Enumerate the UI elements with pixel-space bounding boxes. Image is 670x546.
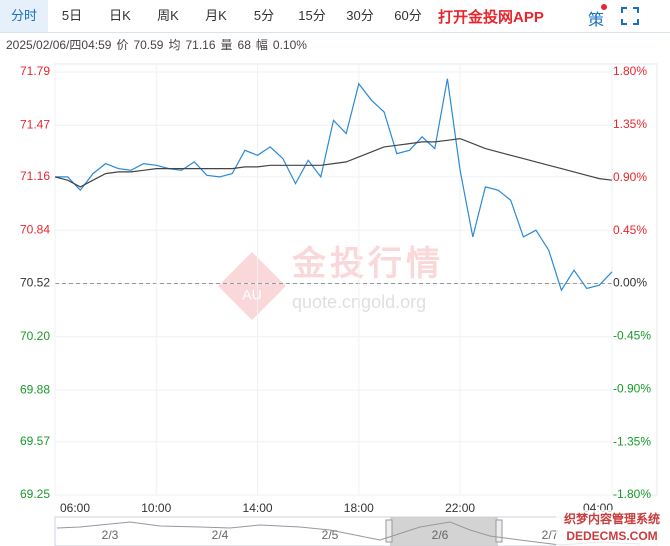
navigator-label: 2/3 [102,528,119,542]
info-avg-label: 均 [168,38,180,52]
info-change-label: 幅 [256,37,268,52]
y-tick-label: 71.79 [20,64,50,78]
watermark-icon: AU [242,287,261,303]
app-link[interactable]: 打开金投网APP [438,8,544,26]
y-tick-label: 69.25 [20,487,50,501]
info-avg: 71.16 [186,38,216,52]
y2-tick-label: -0.45% [613,329,651,343]
info-volume: 68 [238,38,252,52]
tab[interactable]: 周K [157,8,179,23]
notification-dot [601,4,607,10]
tab[interactable]: 5分 [253,8,275,23]
y-tick-label: 69.57 [20,434,50,448]
info-change: 0.10% [273,38,307,52]
y2-tick-label: -1.80% [613,487,651,501]
y2-tick-label: -1.35% [613,434,651,448]
y2-tick-label: 0.00% [613,276,647,290]
info-volume-label: 量 [221,38,233,52]
tab[interactable]: 日K [109,8,131,23]
footer-watermark: 织梦内容管理系统 DEDECMS.COM [556,510,670,546]
y-tick-label: 71.16 [20,169,50,183]
price-line [55,78,613,292]
average-line [54,137,613,188]
tab[interactable]: 60分 [394,8,422,23]
tab[interactable]: 分时 [0,0,48,32]
x-tick-label: 14:00 [243,501,273,515]
navigator-label: 2/6 [432,528,449,542]
info-line: 2025/02/06/四04:59 价 70.59 均 71.16 量 68 幅 0.10% [6,37,307,52]
x-tick-label: 06:00 [60,501,90,515]
y-tick-label: 69.88 [20,382,50,396]
watermark-title: 金投行情 [291,244,444,283]
x-tick-label: 18:00 [344,501,374,515]
y-tick-label: 70.84 [20,222,50,236]
y2-tick-label: 0.45% [613,223,647,237]
tab[interactable]: 月K [205,8,227,23]
tab[interactable]: 30分 [346,8,374,23]
strategy-button[interactable]: 策 [588,12,605,29]
footer-line2: DEDECMS.COM [566,529,657,543]
fullscreen-icon[interactable] [620,6,640,26]
navigator-label: 2/7 [542,528,559,542]
tab[interactable]: 5日 [61,8,83,23]
x-tick-label: 22:00 [445,501,475,515]
y-tick-label: 70.20 [20,329,50,343]
watermark: AU 金投行情 quote.cngold.org [218,244,444,320]
y2-tick-label: 1.80% [613,64,647,78]
y2-tick-label: 0.90% [613,170,647,184]
y2-tick-label: 1.35% [613,117,647,131]
chart: AU 金投行情 quote.cngold.org 2025/02/06/四04:… [6,37,670,546]
info-price: 70.59 [133,38,163,52]
info-price-label: 价 [116,38,128,52]
x-tick-label: 10:00 [141,501,171,515]
info-datetime: 2025/02/06/四04:59 [6,38,112,52]
tab[interactable]: 15分 [298,8,326,23]
y-tick-label: 71.47 [20,117,50,131]
navigator-label: 2/5 [322,528,339,542]
footer-line1: 织梦内容管理系统 [564,511,660,526]
y-tick-label: 70.52 [20,276,50,290]
tab-bar: 分时 5日 日K 周K 月K 5分 15分 30分 60分 打开金投网APP [0,0,670,33]
y2-tick-label: -0.90% [613,381,651,395]
navigator-label: 2/4 [212,528,229,542]
